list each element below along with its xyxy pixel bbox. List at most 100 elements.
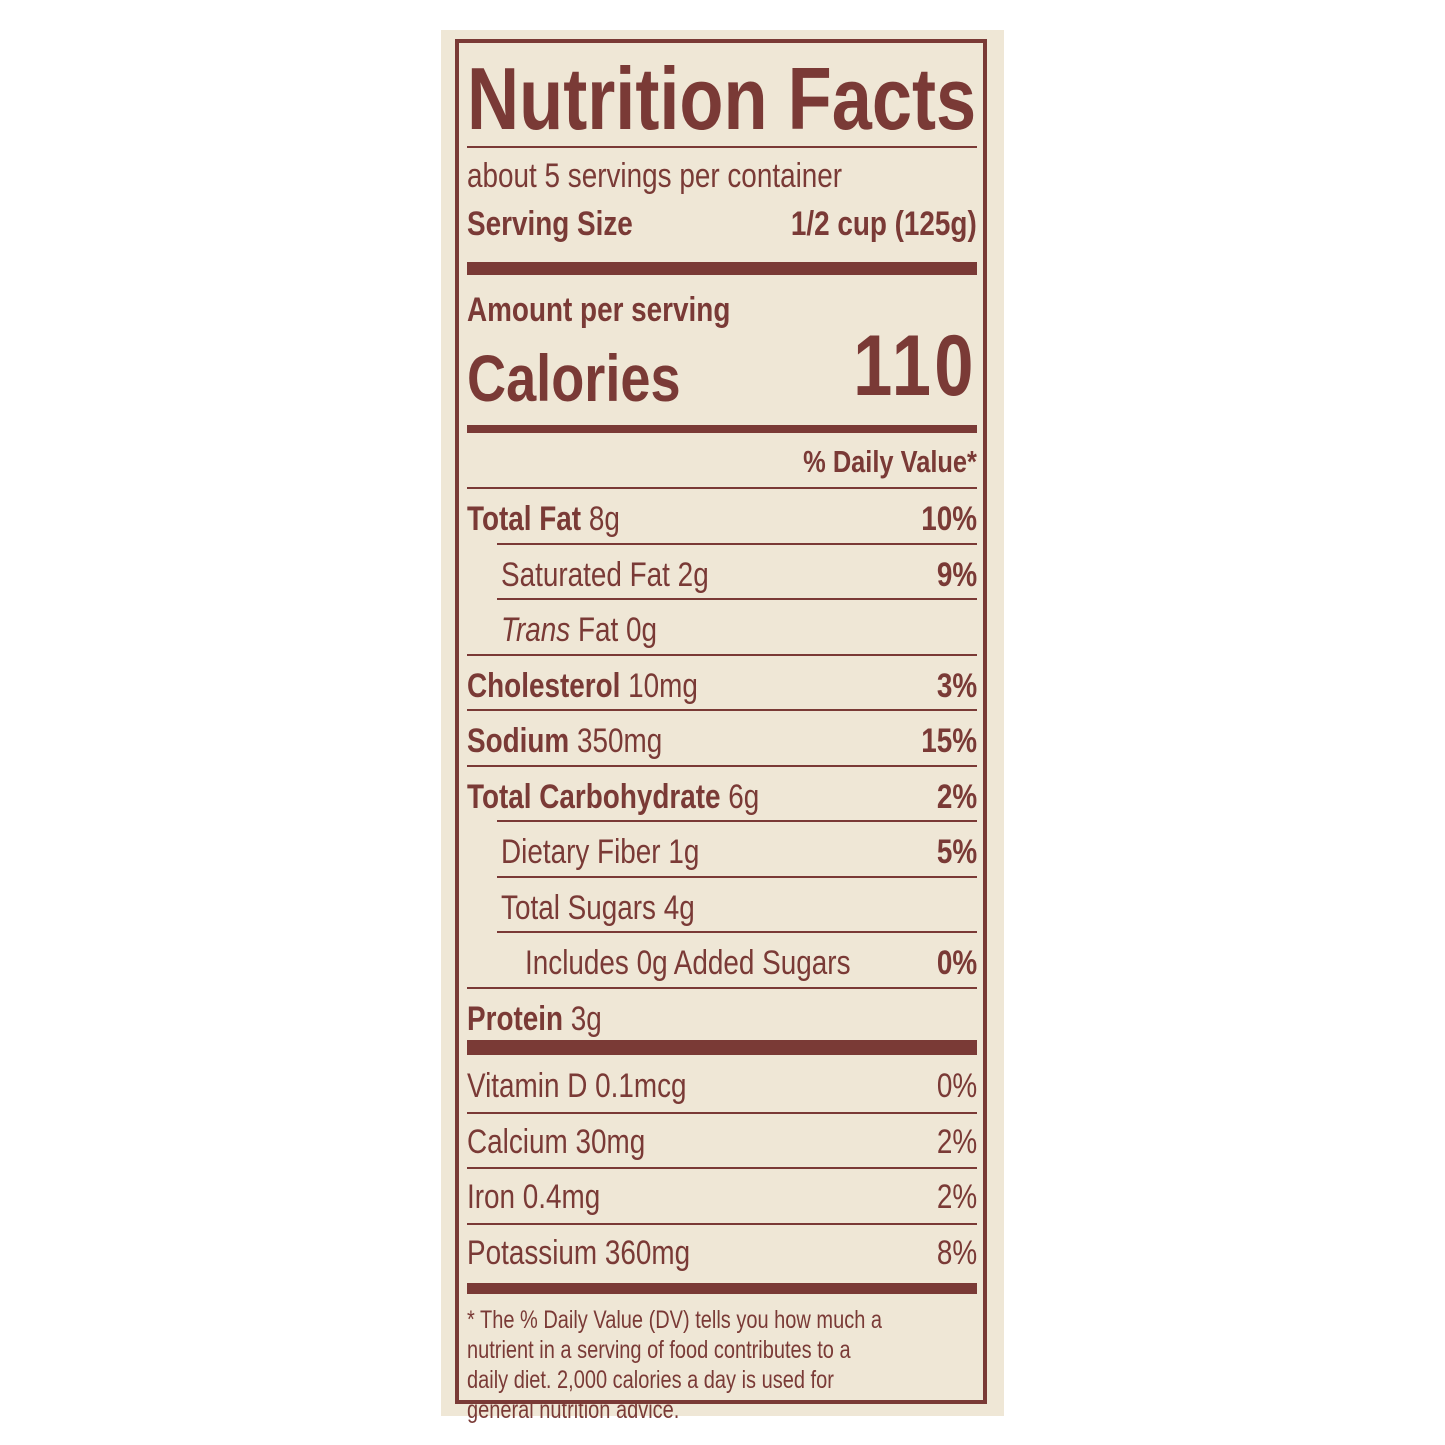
nutrient-label: Protein 3g <box>467 1000 602 1039</box>
nutrient-daily-value: 2% <box>936 777 977 816</box>
vitamin-label: Vitamin D 0.1mcg <box>467 1067 687 1106</box>
label-border <box>455 39 987 1404</box>
divider <box>467 146 977 148</box>
nutrient-row: Total Sugars 4g <box>467 880 977 928</box>
nutrient-name: Sodium <box>467 722 570 760</box>
nutrient-name: Trans <box>501 611 571 649</box>
vitamin-daily-value: 2% <box>936 1122 977 1161</box>
vitamin-row: Vitamin D 0.1mcg 0% <box>467 1060 977 1106</box>
nutrient-row: Dietary Fiber 1g 5% <box>467 824 977 872</box>
divider <box>497 931 977 933</box>
nutrient-name: Total Carbohydrate <box>467 777 721 816</box>
vitamin-amount: 0.1mcg <box>595 1067 687 1105</box>
nutrient-name: Protein <box>467 999 564 1038</box>
nutrient-daily-value: 15% <box>921 722 977 760</box>
thick-divider <box>467 262 977 275</box>
nutrient-row: Total Fat 8g 10% <box>467 491 977 539</box>
divider <box>467 709 977 711</box>
calories-label: Calories <box>467 341 681 415</box>
serving-size-value: 1/2 cup (125g) <box>791 205 977 243</box>
nutrient-label: Includes 0g Added Sugars <box>525 944 851 983</box>
vitamin-name: Vitamin D <box>467 1067 588 1105</box>
divider <box>467 487 977 489</box>
nutrient-amount: 4g <box>663 888 695 927</box>
vitamin-name: Iron <box>467 1178 516 1216</box>
nutrient-row: Total Carbohydrate 6g 2% <box>467 769 977 817</box>
nutrient-label: Cholesterol 10mg <box>467 667 698 706</box>
nutrient-label: Dietary Fiber 1g <box>501 833 699 872</box>
nutrient-daily-value: 3% <box>936 666 977 705</box>
nutrient-daily-value: 5% <box>936 833 977 871</box>
divider <box>467 653 977 656</box>
vitamin-amount: 30mg <box>575 1122 646 1161</box>
nutrient-amount: 1g <box>668 833 700 871</box>
nutrient-label: Total Sugars 4g <box>501 889 695 928</box>
vitamin-daily-value: 2% <box>936 1178 977 1216</box>
medium-divider <box>467 425 977 433</box>
calories-value: 110 <box>853 318 977 414</box>
nutrition-label: Nutrition Facts about 5 servings per con… <box>441 30 1004 1424</box>
nutrient-amount: 3g <box>570 999 602 1038</box>
divider <box>467 986 977 989</box>
nutrient-name: Total Sugars <box>501 888 656 927</box>
nutrient-row: Protein 3g <box>467 991 977 1039</box>
divider <box>467 764 977 767</box>
nutrient-name-suffix: Fat <box>577 611 619 649</box>
nutrient-amount: 350mg <box>576 722 663 760</box>
divider <box>467 1222 977 1225</box>
dv-header-text: % Daily Value* <box>803 444 977 479</box>
daily-value-header: % Daily Value* <box>467 440 977 480</box>
title-text: Nutrition Facts <box>467 49 977 148</box>
nutrient-name: Saturated Fat <box>501 555 670 594</box>
vitamin-row: Potassium 360mg 8% <box>467 1227 977 1273</box>
calories-row: Calories 110 <box>467 318 977 416</box>
nutrient-row: Cholesterol 10mg 3% <box>467 658 977 706</box>
vitamin-amount: 0.4mg <box>522 1178 601 1216</box>
nutrient-daily-value: 0% <box>936 944 977 982</box>
nutrient-row: Sodium 350mg 15% <box>467 713 977 761</box>
serving-size-label: Serving Size <box>467 205 633 243</box>
divider <box>497 598 977 600</box>
divider <box>497 875 977 878</box>
nutrient-label: Trans Fat 0g <box>501 611 657 650</box>
label-title: Nutrition Facts <box>467 49 977 150</box>
nutrient-name: Total Fat <box>467 500 582 538</box>
thick-divider <box>467 1040 977 1055</box>
nutrient-daily-value: 9% <box>936 555 977 594</box>
amount-per-serving: Amount per serving <box>467 290 977 330</box>
footnote: * The % Daily Value (DV) tells you how m… <box>467 1305 987 1425</box>
vitamin-row: Iron 0.4mg 2% <box>467 1171 977 1217</box>
nutrient-amount: 0g <box>625 611 658 649</box>
nutrient-amount: 8g <box>588 500 620 538</box>
nutrient-label: Sodium 350mg <box>467 722 662 761</box>
vitamin-amount: 360mg <box>604 1233 691 1272</box>
servings-per-container: about 5 servings per container <box>467 157 977 196</box>
divider <box>467 1167 977 1169</box>
nutrient-daily-value: 10% <box>921 500 977 538</box>
nutrient-label: Saturated Fat 2g <box>501 556 709 595</box>
divider <box>467 1111 977 1114</box>
vitamin-label: Calcium 30mg <box>467 1123 645 1162</box>
nutrient-label: Total Carbohydrate 6g <box>467 778 759 817</box>
servings-text: about 5 servings per container <box>467 157 843 195</box>
vitamin-label: Iron 0.4mg <box>467 1178 600 1217</box>
footnote-text: * The % Daily Value (DV) tells you how m… <box>467 1306 882 1424</box>
divider <box>497 820 977 822</box>
serving-size-row: Serving Size 1/2 cup (125g) <box>467 204 977 244</box>
vitamin-daily-value: 0% <box>936 1067 977 1105</box>
nutrient-name: Includes 0g Added Sugars <box>525 944 851 982</box>
nutrient-amount: 10mg <box>628 666 698 705</box>
nutrient-row: Trans Fat 0g <box>467 602 977 650</box>
divider <box>497 542 977 545</box>
nutrient-name: Cholesterol <box>467 666 621 705</box>
nutrient-row: Saturated Fat 2g 9% <box>467 547 977 595</box>
vitamin-name: Calcium <box>467 1122 568 1161</box>
nutrient-row: Includes 0g Added Sugars 0% <box>467 935 977 983</box>
amount-text: Amount per serving <box>467 291 731 329</box>
nutrient-name: Dietary Fiber <box>501 833 661 871</box>
vitamin-row: Calcium 30mg 2% <box>467 1116 977 1162</box>
vitamin-daily-value: 8% <box>936 1233 977 1272</box>
vitamin-name: Potassium <box>467 1233 598 1272</box>
vitamin-label: Potassium 360mg <box>467 1234 690 1273</box>
thick-divider <box>467 1283 977 1294</box>
